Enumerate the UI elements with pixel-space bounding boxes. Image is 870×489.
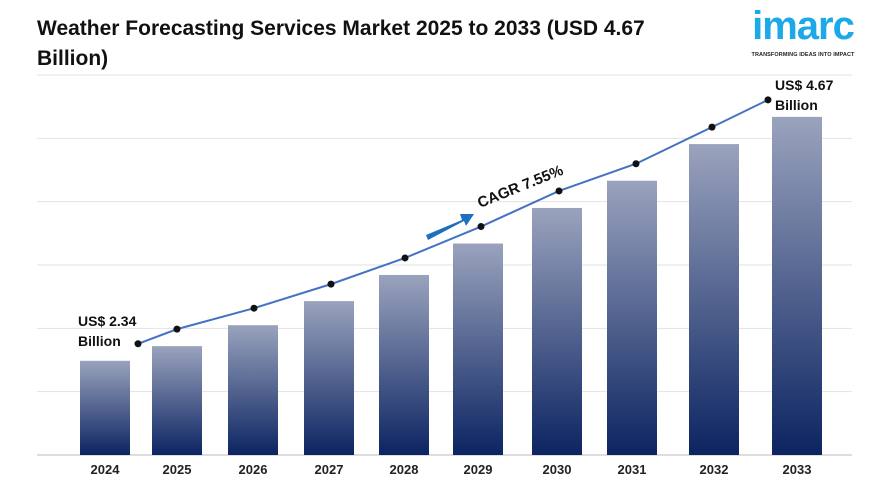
- x-tick-label: 2031: [618, 462, 647, 477]
- bar-2026: [228, 325, 278, 455]
- trend-point-2029: [477, 223, 485, 231]
- trend-point-2031: [632, 160, 640, 168]
- x-tick-label: 2029: [464, 462, 493, 477]
- chart-title: Weather Forecasting Services Market 2025…: [37, 17, 645, 70]
- bar-2030: [532, 207, 582, 455]
- cagr-label: CAGR 7.55%: [475, 162, 566, 212]
- cagr-arrow-icon: [426, 214, 474, 240]
- trend-line: [137, 98, 769, 345]
- trend-point-2033: [764, 96, 772, 104]
- trend-point-2032: [708, 123, 716, 131]
- x-tick-label: 2025: [163, 462, 192, 477]
- x-tick-label: 2032: [700, 462, 729, 477]
- bar-2033: [772, 116, 822, 455]
- bar-2029: [453, 243, 503, 455]
- start-value-label: US$ 2.34: [78, 313, 137, 329]
- x-tick-label: 2024: [91, 462, 121, 477]
- bar-2025: [152, 346, 202, 455]
- trend-point-2025: [173, 325, 181, 333]
- end-value-label: US$ 4.67: [775, 77, 834, 93]
- bar-2024: [80, 360, 130, 455]
- logo-tagline: TRANSFORMING IDEAS INTO IMPACT: [751, 52, 855, 58]
- imarc-logo: imarc TRANSFORMING IDEAS INTO IMPACT: [748, 2, 858, 59]
- x-tick-label: 2030: [543, 462, 572, 477]
- bar-2032: [689, 144, 739, 455]
- x-tick-label: 2026: [239, 462, 268, 477]
- trend-point-2026: [250, 304, 258, 312]
- x-tick-label: 2027: [315, 462, 344, 477]
- start-value-unit: Billion: [78, 333, 121, 349]
- logo-word: imarc: [752, 4, 855, 48]
- bar-2027: [304, 301, 354, 455]
- x-tick-label: 2033: [783, 462, 812, 477]
- trend-point-2027: [327, 280, 335, 288]
- x-tick-label: 2028: [390, 462, 419, 477]
- end-value-unit: Billion: [775, 97, 818, 113]
- trend-point-2028: [401, 254, 409, 262]
- bar-2031: [607, 180, 657, 455]
- trend-point-2024: [134, 340, 142, 348]
- bar-2028: [379, 274, 429, 455]
- trend-point-2030: [555, 187, 563, 195]
